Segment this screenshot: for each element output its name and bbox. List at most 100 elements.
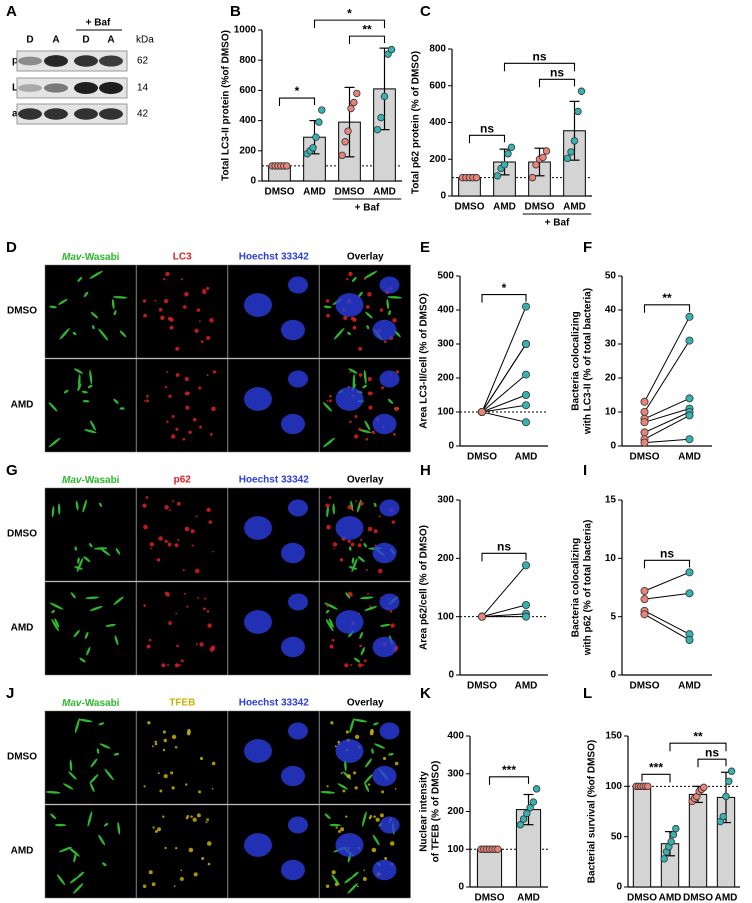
- bacteria: [77, 276, 83, 283]
- puncta: [142, 299, 147, 303]
- bacteria: [49, 602, 64, 610]
- puncta: [202, 289, 207, 295]
- y-tick-label: 200: [437, 373, 454, 384]
- puncta: [345, 815, 348, 818]
- micrograph-signal: [244, 370, 308, 435]
- data-point: [669, 830, 678, 839]
- significance-bracket: [278, 97, 316, 107]
- bacteria: [90, 420, 96, 431]
- puncta: [171, 786, 175, 790]
- blot-band: [44, 55, 68, 67]
- nucleus: [288, 722, 308, 740]
- puncta: [206, 336, 211, 341]
- nucleus: [288, 593, 308, 611]
- bacteria: [83, 291, 89, 298]
- puncta: [167, 664, 170, 667]
- data-point: [725, 777, 733, 785]
- blot-strip: [16, 103, 128, 125]
- bacteria: [73, 629, 80, 638]
- blot-band: [99, 82, 123, 94]
- bacteria: [344, 759, 347, 772]
- puncta: [154, 740, 158, 743]
- puncta: [352, 325, 357, 330]
- puncta: [164, 539, 168, 544]
- bacteria: [99, 547, 111, 556]
- bacteria: [82, 499, 87, 513]
- panel-letter: B: [230, 3, 241, 20]
- significance-label: *: [295, 84, 300, 98]
- bacteria: [111, 298, 115, 310]
- nucleus: [281, 859, 305, 881]
- nucleus: [335, 293, 364, 317]
- column-header-rest: -Wasabi: [81, 252, 119, 263]
- puncta: [358, 373, 363, 377]
- data-point: [522, 418, 531, 427]
- puncta: [143, 524, 148, 530]
- data-point: [640, 428, 649, 437]
- puncta: [149, 542, 155, 547]
- significance-bracket: [488, 776, 530, 785]
- nucleus: [281, 413, 305, 435]
- x-tick-label: DMSO: [467, 681, 497, 692]
- y-tick-label: 0: [448, 441, 454, 452]
- nucleus: [379, 499, 400, 517]
- data-point: [640, 587, 649, 596]
- puncta: [325, 884, 330, 888]
- puncta: [343, 315, 348, 321]
- puncta: [145, 496, 149, 499]
- bacteria: [63, 783, 74, 790]
- data-point: [539, 153, 547, 162]
- y-tick-label: 200: [437, 553, 454, 564]
- treatment-label: + Baf: [86, 18, 111, 29]
- bacteria: [84, 631, 89, 640]
- nucleus: [335, 387, 364, 411]
- data-point: [526, 804, 534, 812]
- y-axis-label: with LC3-II (% of total bacteria): [583, 288, 594, 435]
- puncta: [330, 721, 334, 725]
- nucleus: [281, 542, 305, 564]
- puncta: [326, 313, 330, 318]
- puncta: [207, 862, 211, 866]
- significance-label: ***: [502, 763, 516, 777]
- bacteria: [119, 407, 125, 410]
- micrograph-signal: [320, 718, 400, 794]
- significance-label: *: [347, 6, 352, 20]
- nucleus: [244, 833, 272, 857]
- puncta: [195, 515, 198, 518]
- data-point: [373, 125, 382, 134]
- nucleus: [335, 833, 364, 857]
- bar: [632, 785, 652, 888]
- bacteria: [58, 846, 72, 853]
- data-point: [522, 370, 531, 379]
- y-tick-label: 100: [447, 844, 464, 855]
- nucleus: [372, 413, 397, 435]
- puncta: [363, 278, 366, 281]
- x-tick-label: DMSO: [630, 681, 660, 692]
- lane-label: A: [107, 35, 114, 46]
- puncta: [175, 612, 178, 615]
- nucleus: [372, 542, 397, 564]
- bacteria: [358, 291, 363, 298]
- puncta: [211, 406, 216, 412]
- bacteria: [351, 276, 357, 283]
- puncta: [382, 756, 387, 761]
- puncta: [192, 418, 197, 422]
- bacteria: [72, 331, 77, 336]
- puncta: [377, 568, 383, 574]
- data-point: [477, 612, 486, 621]
- bacteria: [323, 305, 332, 309]
- data-point: [672, 824, 680, 833]
- nucleus: [288, 276, 308, 294]
- data-point: [640, 610, 649, 619]
- bacteria: [388, 310, 392, 316]
- puncta: [358, 663, 363, 668]
- x-tick-label: AMD: [678, 452, 701, 463]
- x-tick-label: DMSO: [630, 452, 660, 463]
- bacteria: [69, 759, 73, 772]
- puncta: [367, 592, 369, 595]
- puncta: [357, 543, 362, 548]
- bacteria: [386, 298, 390, 310]
- puncta: [166, 420, 169, 424]
- puncta: [362, 664, 365, 667]
- significance-bracket: [481, 294, 527, 303]
